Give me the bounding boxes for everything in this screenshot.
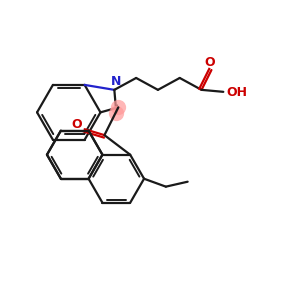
Text: N: N xyxy=(111,75,122,88)
Text: O: O xyxy=(71,118,82,131)
Text: OH: OH xyxy=(227,86,248,99)
Text: O: O xyxy=(204,56,215,69)
